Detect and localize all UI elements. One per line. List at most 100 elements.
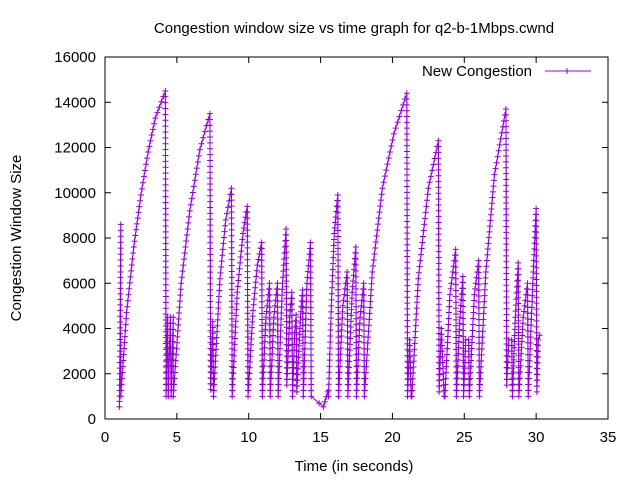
data-point-marker (296, 331, 303, 338)
data-point-marker (452, 275, 459, 282)
data-point-marker (283, 277, 290, 284)
data-point-marker (533, 359, 540, 366)
data-point-marker (244, 369, 251, 376)
data-point-marker (118, 387, 125, 394)
data-point-marker (276, 345, 283, 352)
data-point-marker (465, 348, 472, 355)
data-point-marker (299, 322, 306, 329)
data-point-marker (229, 381, 236, 388)
data-point-marker (117, 262, 124, 269)
data-point-marker (466, 382, 473, 389)
data-point-marker (442, 381, 449, 388)
data-point-marker (352, 285, 359, 292)
data-point-marker (365, 334, 372, 341)
data-point-marker (503, 211, 510, 218)
data-point-marker (514, 277, 521, 284)
data-point-marker (117, 245, 124, 252)
data-point-marker (244, 298, 251, 305)
data-point-marker (207, 169, 214, 176)
data-point-marker (535, 336, 542, 343)
data-point-marker (530, 268, 537, 275)
data-point-marker (187, 201, 194, 208)
data-point-marker (301, 345, 308, 352)
data-point-marker (533, 229, 540, 236)
data-point-marker (533, 365, 540, 372)
data-point-marker (279, 286, 286, 293)
y-tick-label: 14000 (54, 94, 96, 111)
data-point-marker (259, 334, 266, 341)
data-point-marker (435, 295, 442, 302)
data-point-marker (338, 339, 345, 346)
data-point-marker (207, 186, 214, 193)
data-point-marker (162, 111, 169, 118)
data-point-marker (162, 93, 169, 100)
data-point-marker (403, 136, 410, 143)
data-point-marker (492, 165, 499, 172)
data-point-marker (503, 270, 510, 277)
data-point-marker (352, 279, 359, 286)
data-point-marker (225, 204, 232, 211)
data-point-marker (481, 286, 488, 293)
data-point-marker (169, 338, 176, 345)
data-point-marker (264, 302, 271, 309)
data-point-marker (178, 280, 185, 287)
data-point-marker (355, 344, 362, 351)
data-point-marker (267, 393, 274, 400)
data-point-marker (446, 303, 453, 310)
data-point-marker (143, 161, 150, 168)
data-point-marker (117, 257, 124, 264)
data-point-marker (267, 381, 274, 388)
data-point-marker (266, 292, 273, 299)
data-point-marker (262, 326, 269, 333)
data-point-marker (352, 250, 359, 257)
data-point-marker (515, 259, 522, 266)
data-point-marker (516, 375, 523, 382)
data-point-marker (266, 286, 273, 293)
data-point-marker (443, 351, 450, 358)
data-point-marker (301, 363, 308, 370)
data-point-marker (410, 358, 417, 365)
data-point-marker (525, 375, 532, 382)
data-point-marker (283, 225, 290, 232)
data-point-marker (380, 179, 387, 186)
data-point-marker (262, 332, 269, 339)
data-point-marker (278, 315, 285, 322)
data-point-marker (435, 272, 442, 279)
data-point-marker (329, 278, 336, 285)
data-point-marker (460, 321, 467, 328)
data-point-marker (258, 245, 265, 252)
data-point-marker (207, 245, 214, 252)
data-point-marker (117, 336, 124, 343)
data-point-marker (162, 211, 169, 218)
data-point-marker (232, 323, 239, 330)
data-point-marker (347, 341, 354, 348)
data-point-marker (215, 311, 222, 318)
data-point-marker (284, 376, 291, 383)
data-point-marker (260, 362, 267, 369)
data-point-marker (510, 350, 517, 357)
data-point-marker (183, 238, 190, 245)
data-point-marker (176, 310, 183, 317)
data-point-marker (503, 288, 510, 295)
data-point-marker (482, 280, 489, 287)
data-point-marker (503, 246, 510, 253)
data-point-marker (376, 209, 383, 216)
data-point-marker (510, 375, 517, 382)
data-point-marker (453, 322, 460, 329)
data-point-marker (336, 363, 343, 370)
data-point-marker (456, 320, 463, 327)
data-point-marker (503, 329, 510, 336)
data-point-marker (117, 301, 124, 308)
data-point-marker (453, 328, 460, 335)
data-point-marker (503, 323, 510, 330)
data-point-marker (515, 329, 522, 336)
data-point-marker (364, 345, 371, 352)
data-point-marker (487, 211, 494, 218)
data-point-marker (342, 280, 349, 287)
data-point-marker (117, 330, 124, 337)
data-point-marker (515, 393, 522, 400)
data-point-marker (338, 327, 345, 334)
data-point-marker (346, 364, 353, 371)
data-point-marker (484, 251, 491, 258)
data-point-marker (508, 353, 515, 360)
